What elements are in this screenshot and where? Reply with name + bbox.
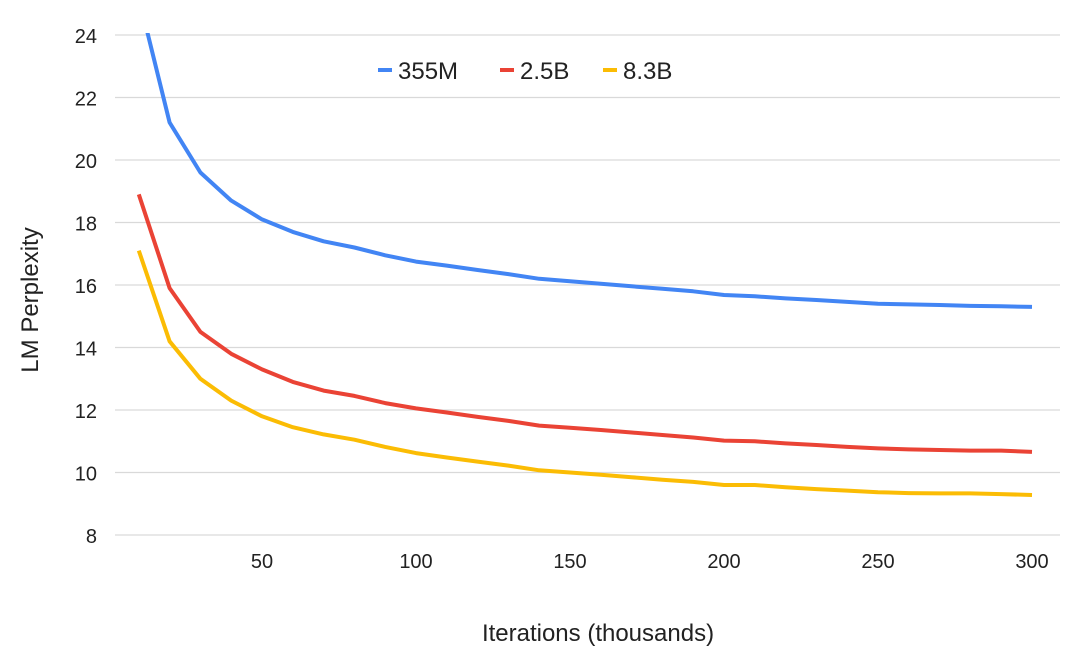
y-tick-label: 8: [86, 526, 97, 548]
series-line-355M: [145, 33, 1033, 309]
legend-label: 8.3B: [623, 58, 672, 85]
y-tick-label: 10: [75, 464, 97, 486]
y-tick-label: 12: [75, 401, 97, 423]
x-tick-label: 50: [251, 551, 273, 573]
y-tick-labels: 8 10 12 14 16 18 20 22 24: [75, 26, 97, 548]
y-tick-label: 14: [75, 339, 97, 361]
x-axis-label: Iterations (thousands): [482, 620, 714, 647]
x-tick-label: 100: [399, 551, 432, 573]
series-line-2.5B: [136, 193, 1033, 454]
legend-label: 355M: [398, 58, 458, 85]
gridlines: [115, 34, 1060, 536]
y-axis-label: LM Perplexity: [17, 227, 44, 372]
legend: 355M 2.5B 8.3B: [378, 58, 672, 85]
x-tick-label: 200: [707, 551, 740, 573]
x-tick-label: 150: [553, 551, 586, 573]
x-tick-labels: 50 100 150 200 250 300: [251, 551, 1049, 573]
y-tick-label: 24: [75, 26, 97, 48]
series-line-8.3B: [136, 249, 1033, 497]
series-lines: [136, 33, 1033, 497]
legend-label: 2.5B: [520, 58, 569, 85]
x-tick-label: 300: [1015, 551, 1048, 573]
y-tick-label: 18: [75, 214, 97, 236]
x-tick-label: 250: [861, 551, 894, 573]
y-tick-label: 20: [75, 151, 97, 173]
y-tick-label: 22: [75, 89, 97, 111]
y-tick-label: 16: [75, 276, 97, 298]
